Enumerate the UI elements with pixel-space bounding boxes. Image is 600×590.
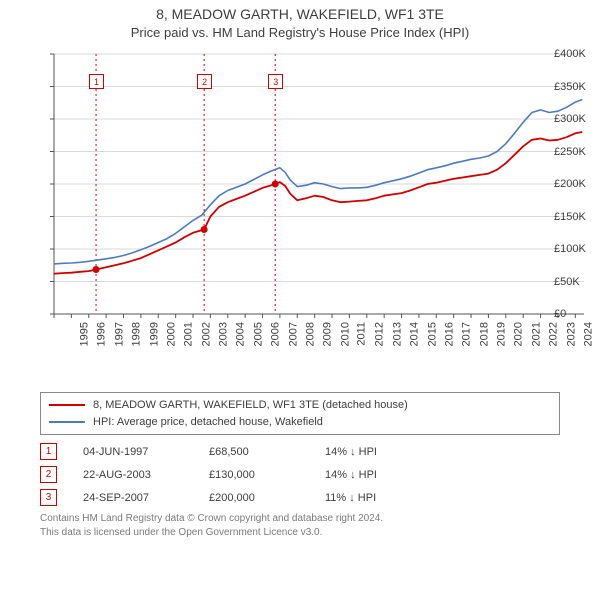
x-axis-label: 1995 — [78, 322, 90, 346]
x-axis-label: 2017 — [461, 322, 473, 346]
sale-hpi-delta: 14% ↓ HPI — [325, 469, 415, 481]
x-axis-label: 2019 — [496, 322, 508, 346]
y-axis-label: £200K — [554, 178, 600, 190]
legend-label-hpi: HPI: Average price, detached house, Wake… — [93, 414, 323, 431]
y-axis-label: £0 — [554, 308, 600, 320]
x-axis-label: 2011 — [356, 322, 368, 346]
y-axis-label: £100K — [554, 243, 600, 255]
x-axis-label: 2015 — [426, 322, 438, 346]
legend-label-property: 8, MEADOW GARTH, WAKEFIELD, WF1 3TE (det… — [93, 397, 408, 414]
x-axis-label: 2020 — [513, 322, 525, 346]
x-axis-label: 2014 — [409, 322, 421, 346]
sale-number-box: 3 — [40, 489, 57, 506]
x-axis-label: 2008 — [304, 322, 316, 346]
y-axis-label: £300K — [554, 113, 600, 125]
price-chart: £0 £50K £100K £150K £200K £250K £300K £350K £400… — [0, 46, 600, 386]
sale-number-box: 2 — [40, 466, 57, 483]
x-axis-label: 2024 — [582, 322, 594, 346]
sale-date: 24-SEP-2007 — [83, 492, 183, 504]
sale-marker-3: 3 — [268, 74, 283, 89]
sale-number-box: 1 — [40, 443, 57, 460]
legend-swatch-property — [49, 404, 85, 406]
x-axis-label: 2005 — [252, 322, 264, 346]
x-axis-label: 2003 — [218, 322, 230, 346]
x-axis-label: 2006 — [270, 322, 282, 346]
sale-price: £200,000 — [209, 492, 299, 504]
legend-swatch-hpi — [49, 421, 85, 423]
legend-box: 8, MEADOW GARTH, WAKEFIELD, WF1 3TE (det… — [40, 392, 560, 435]
sales-row: 1 04-JUN-1997 £68,500 14% ↓ HPI — [40, 443, 560, 460]
x-axis-label: 2012 — [374, 322, 386, 346]
x-axis-label: 1997 — [113, 322, 125, 346]
legend-row-property: 8, MEADOW GARTH, WAKEFIELD, WF1 3TE (det… — [49, 397, 551, 414]
sales-row: 3 24-SEP-2007 £200,000 11% ↓ HPI — [40, 489, 560, 506]
x-axis-label: 2022 — [548, 322, 560, 346]
x-axis-label: 2007 — [287, 322, 299, 346]
legend-row-hpi: HPI: Average price, detached house, Wake… — [49, 414, 551, 431]
x-axis-label: 1998 — [131, 322, 143, 346]
y-axis-label: £400K — [554, 48, 600, 60]
sale-date: 04-JUN-1997 — [83, 446, 183, 458]
sales-row: 2 22-AUG-2003 £130,000 14% ↓ HPI — [40, 466, 560, 483]
x-axis-label: 2002 — [200, 322, 212, 346]
y-axis-label: £150K — [554, 211, 600, 223]
footer-attribution: Contains HM Land Registry data © Crown c… — [40, 512, 560, 539]
sale-price: £68,500 — [209, 446, 299, 458]
footer-line-1: Contains HM Land Registry data © Crown c… — [40, 512, 560, 526]
sale-date: 22-AUG-2003 — [83, 469, 183, 481]
sales-table: 1 04-JUN-1997 £68,500 14% ↓ HPI 2 22-AUG-2003… — [40, 443, 560, 506]
sale-price: £130,000 — [209, 469, 299, 481]
y-axis-label: £350K — [554, 81, 600, 93]
x-axis-label: 2000 — [165, 322, 177, 346]
x-axis-label: 2016 — [443, 322, 455, 346]
x-axis-label: 2001 — [183, 322, 195, 346]
x-axis-label: 2013 — [391, 322, 403, 346]
x-axis-label: 1999 — [148, 322, 160, 346]
y-axis-label: £250K — [554, 146, 600, 158]
x-axis-label: 2018 — [478, 322, 490, 346]
series-hpi — [54, 100, 582, 264]
page-subtitle: Price paid vs. HM Land Registry's House … — [0, 25, 600, 40]
x-axis-label: 2009 — [322, 322, 334, 346]
sale-hpi-delta: 14% ↓ HPI — [325, 446, 415, 458]
sale-marker-2: 2 — [197, 74, 212, 89]
x-axis-label: 2023 — [565, 322, 577, 346]
x-axis-label: 1996 — [96, 322, 108, 346]
page-title: 8, MEADOW GARTH, WAKEFIELD, WF1 3TE — [0, 6, 600, 22]
x-axis-label: 2010 — [339, 322, 351, 346]
x-axis-label: 2004 — [235, 322, 247, 346]
footer-line-2: This data is licensed under the Open Gov… — [40, 526, 560, 540]
sale-hpi-delta: 11% ↓ HPI — [325, 492, 415, 504]
sale-marker-1: 1 — [89, 74, 104, 89]
y-axis-label: £50K — [554, 276, 600, 288]
x-axis-label: 2021 — [530, 322, 542, 346]
